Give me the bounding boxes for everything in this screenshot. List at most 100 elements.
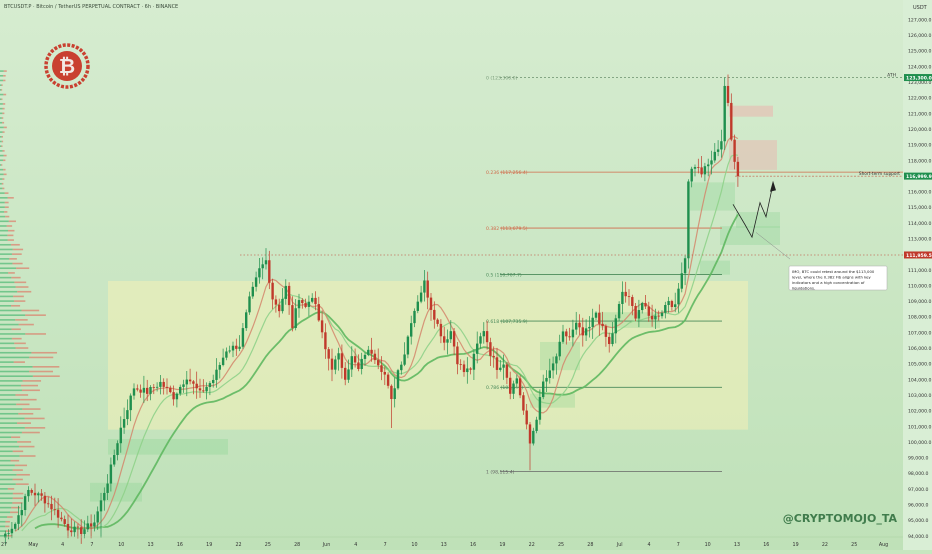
price-tick-label: 119,000.0: [908, 143, 931, 149]
candle: [340, 353, 344, 368]
candle: [212, 379, 215, 384]
candle: [291, 305, 294, 328]
candle: [393, 388, 396, 400]
time-tick-label: May: [28, 542, 38, 548]
fib-level-label: 0.618 (107,735.9): [486, 319, 528, 325]
callout-text: liquidations.: [792, 286, 815, 291]
candle: [674, 304, 677, 308]
volume-bar: [0, 427, 25, 429]
candle: [380, 365, 383, 372]
volume-bar: [18, 412, 34, 415]
candle: [512, 383, 515, 394]
candle: [726, 85, 730, 103]
callout-text: indicators and a high concentration of: [792, 280, 865, 285]
candle: [324, 332, 327, 350]
candle: [241, 328, 245, 347]
candle: [56, 509, 60, 518]
volume-bar: [0, 258, 10, 260]
volume-bar: [0, 351, 32, 354]
candle: [347, 369, 350, 380]
candle: [535, 419, 538, 431]
volume-bar: [7, 239, 14, 241]
volume-bar: [0, 436, 12, 439]
candle: [426, 280, 429, 298]
time-tick-label: 27: [1, 542, 7, 548]
volume-bar: [0, 140, 2, 143]
liquidity-zone: [690, 182, 735, 211]
candle: [33, 492, 37, 496]
candle: [149, 386, 152, 394]
volume-bar: [0, 356, 30, 359]
volume-bar: [0, 511, 11, 514]
candle: [47, 503, 50, 505]
volume-bar: [3, 126, 7, 129]
volume-bar: [7, 197, 14, 199]
volume-bar: [0, 464, 15, 467]
price-tick-label: 115,000.0: [908, 205, 931, 211]
candle: [485, 331, 489, 343]
volume-bar: [32, 366, 60, 368]
volume-bar: [29, 370, 53, 373]
candle: [515, 378, 518, 384]
volume-bar: [3, 154, 7, 157]
price-tick-label: 96,000.0: [908, 503, 929, 509]
volume-bar: [8, 220, 16, 223]
volume-bar: [0, 370, 30, 373]
volume-bar: [3, 93, 7, 96]
time-tick-label: Aug: [879, 542, 888, 548]
volume-bar: [0, 530, 6, 532]
candle: [109, 464, 113, 484]
candle: [30, 489, 33, 493]
volume-bar: [2, 79, 6, 82]
volume-bar: [13, 295, 24, 298]
candle: [700, 167, 703, 175]
candle: [165, 386, 169, 388]
candle: [258, 268, 261, 278]
volume-bar: [12, 492, 24, 495]
time-tick-label: 10: [705, 542, 711, 548]
candle: [631, 297, 634, 306]
time-tick-label: 19: [793, 542, 799, 548]
volume-bar: [0, 74, 4, 77]
candle: [555, 356, 558, 364]
candle: [499, 367, 502, 370]
volume-bar: [5, 215, 10, 218]
volume-bar: [0, 103, 3, 105]
volume-bar: [0, 337, 12, 340]
candle: [268, 260, 271, 283]
time-tick-label: 19: [499, 542, 505, 548]
candle: [235, 345, 238, 349]
volume-bar: [0, 408, 23, 410]
candle: [43, 495, 47, 504]
volume-bar: [0, 154, 4, 157]
candle: [439, 323, 443, 337]
volume-bar: [2, 131, 5, 133]
candle: [525, 410, 528, 425]
volume-bar: [4, 211, 8, 213]
volume-bar: [20, 398, 37, 401]
volume-bar: [11, 337, 22, 340]
candle: [60, 517, 63, 520]
ema-fast-line: [14, 136, 739, 532]
volume-bar: [15, 483, 29, 485]
candle: [126, 410, 129, 420]
volume-bar: [1, 182, 4, 185]
candle: [103, 492, 106, 501]
candle: [413, 310, 416, 324]
callout-text: level, where the 0.382 Fib aligns with k…: [792, 275, 872, 280]
volume-bar: [0, 187, 3, 190]
candle: [588, 326, 591, 329]
time-tick-label: 25: [265, 542, 271, 548]
volume-bar: [15, 286, 29, 288]
volume-profile: [0, 70, 60, 537]
volume-bar: [1, 98, 3, 101]
time-tick-label: 10: [118, 542, 124, 548]
candle: [528, 424, 532, 444]
volume-bar: [0, 290, 18, 293]
volume-bar: [17, 441, 32, 443]
candle: [225, 351, 228, 358]
candle: [687, 181, 690, 259]
candle: [594, 312, 598, 318]
